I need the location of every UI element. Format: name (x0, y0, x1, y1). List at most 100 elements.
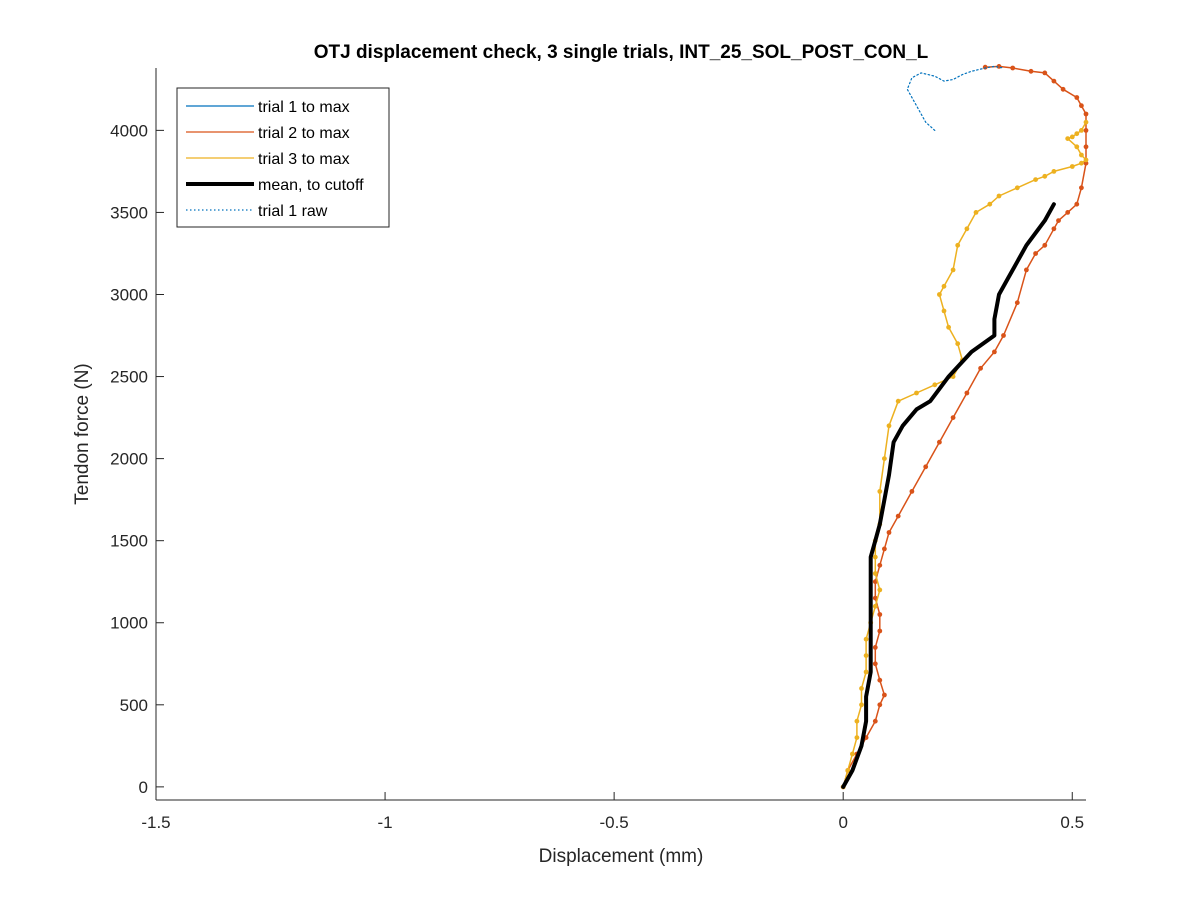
data-point (978, 365, 983, 371)
series-line-3 (841, 202, 1056, 789)
data-point (872, 554, 878, 560)
data-point (973, 210, 979, 215)
data-point (1001, 333, 1006, 338)
data-point (1069, 164, 1075, 169)
data-point (877, 587, 883, 593)
data-point (946, 324, 951, 330)
data-point (850, 751, 855, 757)
data-point (1033, 177, 1038, 183)
data-point (909, 489, 915, 494)
x-ticks: -1.5 -1 -0.5 0 0.5 (141, 792, 1084, 832)
data-point (872, 718, 878, 724)
data-point (914, 390, 919, 396)
data-point (859, 686, 864, 691)
data-point (955, 341, 961, 347)
y-ticks: 0 500 1000 1500 2000 2500 3000 3500 4000 (110, 121, 164, 797)
data-point (1079, 152, 1084, 158)
data-point (895, 398, 901, 404)
data-point (872, 603, 878, 609)
data-point (923, 464, 929, 470)
data-point (1056, 218, 1061, 224)
x-tick-label: -0.5 (599, 813, 628, 832)
data-point (1083, 157, 1089, 163)
data-point (937, 292, 942, 297)
data-point (1024, 267, 1029, 273)
data-point (1083, 160, 1089, 166)
data-point (872, 645, 878, 650)
legend-label: trial 3 to max (258, 151, 350, 168)
data-point (895, 513, 901, 519)
data-point (1065, 210, 1071, 215)
data-point (1033, 251, 1038, 256)
y-tick-label: 4000 (110, 121, 148, 140)
data-point (941, 308, 947, 314)
data-point (1069, 134, 1075, 140)
series-line-4 (906, 65, 1005, 131)
data-point (937, 439, 942, 445)
data-point (1083, 119, 1089, 125)
data-point (1083, 144, 1089, 150)
data-point (1060, 86, 1066, 92)
y-tick-label: 500 (120, 696, 148, 715)
data-point (964, 226, 970, 232)
y-tick-label: 0 (139, 778, 148, 797)
series-layer (840, 64, 1089, 790)
y-tick-label: 2500 (110, 368, 148, 387)
data-point (1028, 68, 1034, 74)
data-point (845, 768, 851, 773)
data-point (854, 718, 860, 724)
data-point (877, 677, 883, 683)
data-point (941, 283, 947, 289)
x-axis-label: Displacement (mm) (539, 846, 704, 867)
data-point (996, 193, 1002, 199)
data-point (1083, 111, 1089, 117)
data-point (859, 702, 864, 708)
data-point (1042, 70, 1048, 76)
data-point (886, 530, 892, 535)
data-point (863, 669, 869, 675)
legend-label: trial 2 to max (258, 125, 350, 142)
legend-label: mean, to cutoff (258, 177, 364, 194)
data-point (1079, 160, 1084, 166)
data-point (1074, 201, 1080, 207)
data-point (932, 382, 938, 388)
data-point (950, 415, 956, 420)
data-point (1079, 103, 1084, 109)
y-tick-label: 3500 (110, 203, 148, 222)
data-point (877, 489, 883, 494)
data-point (1083, 127, 1089, 133)
data-point (992, 349, 997, 355)
data-point (877, 612, 883, 617)
data-point (950, 267, 956, 273)
x-tick-label: -1 (378, 813, 393, 832)
data-point (1079, 185, 1084, 191)
data-point (987, 201, 993, 207)
x-tick-label: 0.5 (1060, 813, 1084, 832)
y-tick-label: 1000 (110, 614, 148, 633)
data-point (882, 456, 887, 461)
data-point (863, 653, 869, 658)
data-point (872, 571, 878, 576)
data-point (854, 735, 860, 740)
data-point (872, 661, 878, 667)
data-point (1074, 144, 1080, 150)
data-point (1065, 136, 1071, 142)
data-point (1042, 242, 1048, 248)
data-point (1014, 185, 1020, 191)
legend-label: trial 1 raw (258, 203, 328, 220)
data-point (1051, 78, 1057, 84)
data-point (1014, 300, 1020, 306)
data-point (877, 702, 883, 708)
legend: trial 1 to max trial 2 to max trial 3 to m… (176, 87, 390, 228)
data-point (863, 636, 869, 642)
data-point (882, 546, 887, 552)
y-tick-label: 2000 (110, 450, 148, 469)
x-tick-label: 0 (838, 813, 847, 832)
y-tick-label: 1500 (110, 532, 148, 551)
data-point (886, 423, 892, 429)
y-tick-label: 3000 (110, 285, 148, 304)
data-point (877, 628, 883, 634)
y-axis-label: Tendon force (N) (72, 363, 93, 505)
chart-title: OTJ displacement check, 3 single trials,… (314, 42, 929, 63)
data-point (964, 390, 970, 396)
